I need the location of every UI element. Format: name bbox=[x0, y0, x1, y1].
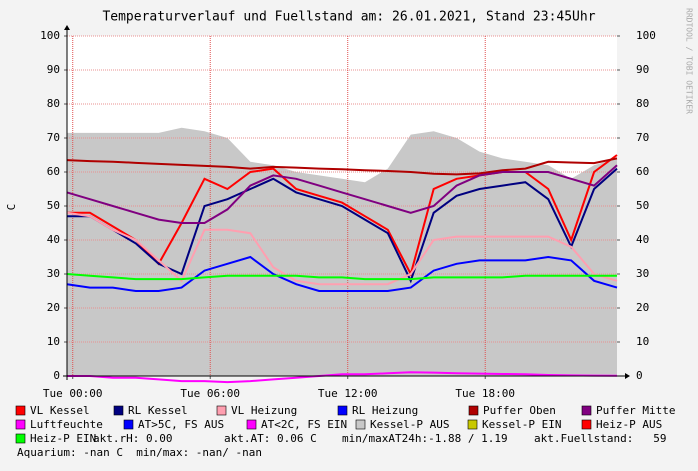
legend-swatch bbox=[15, 419, 26, 430]
legend-label: Puffer Mitte bbox=[596, 404, 675, 417]
y-tick-label-right: 50 bbox=[636, 199, 649, 212]
y-tick-label-right: 60 bbox=[636, 165, 649, 178]
y-tick-label-right: 70 bbox=[636, 131, 649, 144]
x-tick-label: Tue 06:00 bbox=[180, 387, 240, 400]
legend-label: Heiz-P AUS bbox=[596, 418, 662, 431]
series-line bbox=[66, 255, 618, 292]
legend-swatch bbox=[337, 405, 348, 416]
y-axis-arrow bbox=[64, 25, 70, 30]
legend-swatch bbox=[216, 405, 227, 416]
legend-label: AT>5C, FS AUS bbox=[138, 418, 224, 431]
series-line bbox=[66, 273, 617, 281]
y-tick-label-right: 100 bbox=[636, 29, 656, 42]
x-tick-label: Tue 00:00 bbox=[43, 387, 103, 400]
y-tick-label: 80 bbox=[47, 97, 60, 110]
legend-swatch bbox=[355, 419, 366, 430]
y-tick-label-right: 90 bbox=[636, 63, 649, 76]
y-tick-label-right: 10 bbox=[636, 335, 649, 348]
series-line bbox=[66, 157, 618, 176]
legend-swatch bbox=[467, 419, 478, 430]
y-tick-label: 70 bbox=[47, 131, 60, 144]
legend-label: Kessel-P AUS bbox=[370, 418, 449, 431]
series-line bbox=[67, 167, 618, 284]
series-line bbox=[66, 211, 618, 286]
footer-text: akt.Fuellstand: 59 bbox=[534, 432, 666, 445]
legend-label: RL Heizung bbox=[352, 404, 418, 417]
y-axis-label: C bbox=[5, 204, 18, 211]
legend-swatch bbox=[581, 419, 592, 430]
series-line bbox=[66, 164, 618, 224]
y-tick-label-right: 20 bbox=[636, 301, 649, 314]
y-tick-label-right: 30 bbox=[636, 267, 649, 280]
y-tick-label: 40 bbox=[47, 233, 60, 246]
legend-swatch bbox=[15, 433, 26, 444]
y-tick-label-right: 0 bbox=[636, 369, 643, 382]
y-tick-label: 30 bbox=[47, 267, 60, 280]
legend-swatch bbox=[113, 405, 124, 416]
y-tick-label: 100 bbox=[40, 29, 60, 42]
x-tick-label: Tue 12:00 bbox=[318, 387, 378, 400]
legend-label: AT<2C, FS EIN bbox=[261, 418, 347, 431]
legend-swatch bbox=[468, 405, 479, 416]
legend-label: Luftfeuchte bbox=[30, 418, 103, 431]
x-axis-arrow bbox=[625, 373, 630, 379]
footer-text: Aquarium: -nan C min/max: -nan/ -nan bbox=[17, 446, 262, 459]
legend-swatch bbox=[581, 405, 592, 416]
legend-label: VL Kessel bbox=[30, 404, 90, 417]
series-line bbox=[67, 371, 618, 384]
footer-text: min/maxAT24h:-1.88 / 1.19 bbox=[342, 432, 508, 445]
y-tick-label: 90 bbox=[47, 63, 60, 76]
y-tick-label-right: 40 bbox=[636, 233, 649, 246]
legend-label: Kessel-P EIN bbox=[482, 418, 561, 431]
legend-label: Heiz-P EIN bbox=[30, 432, 96, 445]
x-tick-label: Tue 18:00 bbox=[455, 387, 515, 400]
legend-label: RL Kessel bbox=[128, 404, 188, 417]
footer-text: akt.AT: 0.06 C bbox=[224, 432, 317, 445]
y-tick-label: 50 bbox=[47, 199, 60, 212]
footer-text: akt.rH: 0.00 bbox=[93, 432, 172, 445]
y-tick-label: 60 bbox=[47, 165, 60, 178]
y-tick-label: 20 bbox=[47, 301, 60, 314]
legend-swatch bbox=[246, 419, 257, 430]
legend-label: VL Heizung bbox=[231, 404, 297, 417]
chart-title: Temperaturverlauf und Fuellstand am: 26.… bbox=[102, 10, 595, 25]
y-tick-label-right: 80 bbox=[636, 97, 649, 110]
legend-swatch bbox=[123, 419, 134, 430]
y-tick-label: 0 bbox=[53, 369, 60, 382]
y-tick-label: 10 bbox=[47, 335, 60, 348]
legend-swatch bbox=[15, 405, 26, 416]
legend-label: Puffer Oben bbox=[483, 404, 556, 417]
watermark: RRDTOOL / TOBI OETIKER bbox=[685, 8, 694, 114]
